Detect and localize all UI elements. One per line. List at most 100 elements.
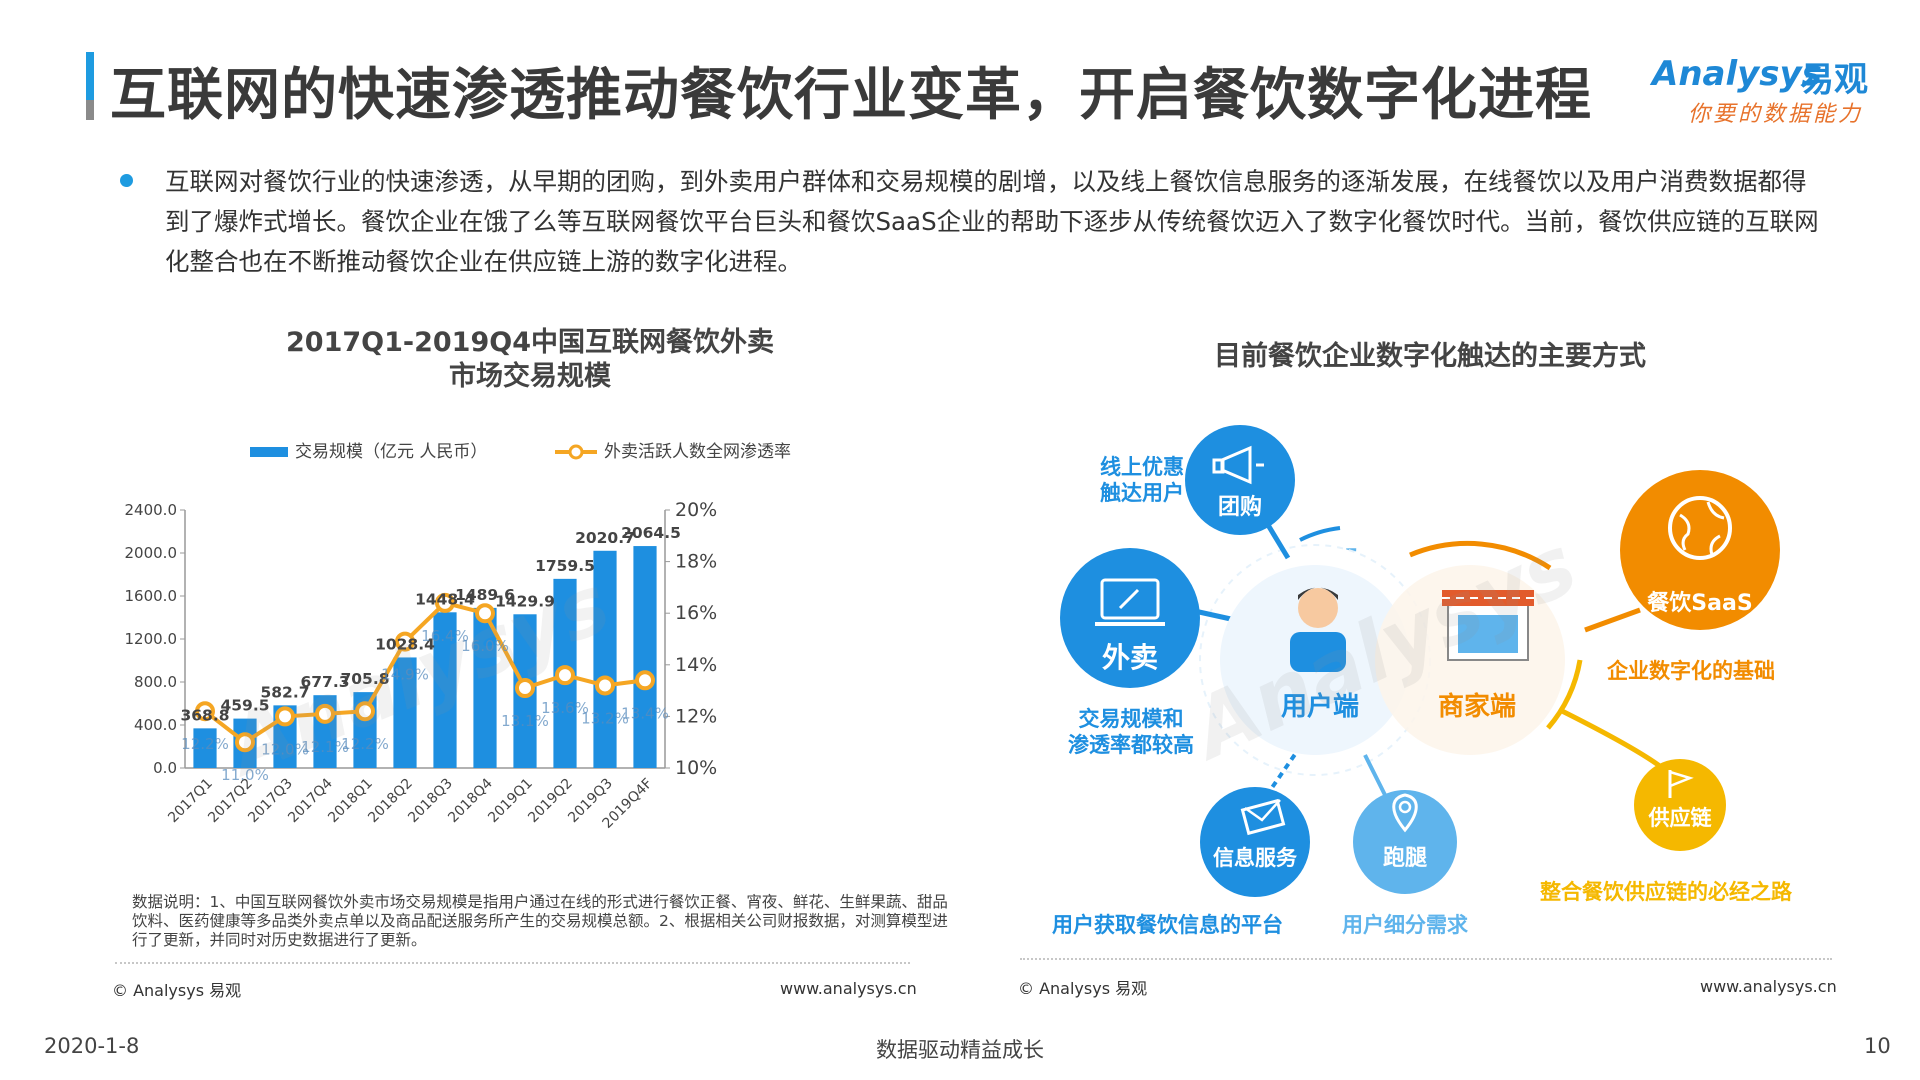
logo-chinese: 易观 <box>1800 60 1868 100</box>
penetration-point <box>235 732 255 753</box>
y-tick-label-left: 400.0 <box>134 716 177 734</box>
diagram-title: 目前餐饮企业数字化触达的主要方式 <box>1214 341 1646 372</box>
y-tick-label-right: 18% <box>675 551 717 573</box>
footer-slogan: 数据驱动精益成长 <box>876 1038 1044 1062</box>
bar-value-label: 1448.4 <box>415 590 475 608</box>
user-arc-top <box>1299 526 1341 542</box>
bar-2018Q4 <box>473 607 497 768</box>
globe-icon <box>1668 496 1732 560</box>
laptop-icon <box>1095 578 1165 626</box>
divider <box>1020 958 1832 960</box>
intro-paragraph: 互联网对餐饮行业的快速渗透，从早期的团购，到外卖用户群体和交易规模的剧增，以及线… <box>165 167 1819 276</box>
chart-title-line1: 2017Q1-2019Q4中国互联网餐饮外卖 <box>286 327 774 358</box>
node-waimai-label: 外卖 <box>1102 641 1158 674</box>
line-value-label: 13.6% <box>541 699 589 717</box>
spoke-saas <box>1584 607 1641 633</box>
spoke-supply <box>1558 707 1667 772</box>
bar-2018Q3 <box>433 612 457 768</box>
bar-value-label: 1489.6 <box>455 586 515 604</box>
title-accent-bar <box>86 52 94 120</box>
penetration-point <box>355 701 375 722</box>
page-title: 互联网的快速渗透推动餐饮行业变革，开启餐饮数字化进程 <box>110 63 1592 128</box>
line-value-label: 16.4% <box>421 627 469 645</box>
y-tick-label-left: 0.0 <box>153 759 177 777</box>
penetration-point <box>395 631 415 652</box>
node-xinxi <box>1200 787 1310 897</box>
y-tick-label-left: 1600.0 <box>125 587 178 605</box>
page-number: 10 <box>1864 1034 1891 1058</box>
divider <box>115 962 910 964</box>
node-tuangou-label: 团购 <box>1218 494 1262 520</box>
y-tick-label-left: 2400.0 <box>125 501 178 519</box>
bullet-icon <box>120 174 133 187</box>
line-value-label: 16.0% <box>461 637 509 655</box>
bar-value-label: 368.8 <box>180 706 229 724</box>
legend-line-marker <box>568 444 584 460</box>
penetration-point <box>435 592 455 613</box>
penetration-point <box>275 706 295 727</box>
location-pin-icon <box>1392 793 1418 833</box>
bar-value-label: 677.3 <box>300 673 349 691</box>
y-tick-label-right: 14% <box>675 654 717 676</box>
merchant-end-label: 商家端 <box>1438 691 1516 722</box>
penetration-point <box>555 665 575 686</box>
chart-footnote: 数据说明：1、中国互联网餐饮外卖市场交易规模是指用户通过在线的形式进行餐饮正餐、… <box>132 893 948 949</box>
y-tick-label-left: 2000.0 <box>125 544 178 562</box>
line-value-label: 13.4% <box>621 704 669 722</box>
caption-saas: 企业数字化的基础 <box>1607 659 1775 683</box>
penetration-point <box>195 701 215 722</box>
bar-value-label: 1429.9 <box>495 592 555 610</box>
revenue-chart: 交易规模（亿元 人民币） 外卖活跃人数全网渗透率 0.0 400.0 800.0 12… <box>125 442 792 832</box>
line-value-label: 12.2% <box>341 735 389 753</box>
node-tuangou <box>1185 425 1295 535</box>
node-xinxi-label: 信息服务 <box>1213 846 1298 870</box>
user-end-label: 用户端 <box>1281 691 1359 722</box>
bar-value-label: 1028.4 <box>375 635 435 653</box>
line-value-label: 13.1% <box>501 712 549 730</box>
caption-xinxi: 用户获取餐饮信息的平台 <box>1052 913 1283 937</box>
bar-2018Q2 <box>393 657 417 768</box>
bar-2019Q3 <box>593 550 617 768</box>
digital-reach-diagram: 用户端 商家端 团购 外卖 信息服务 跑腿 餐饮SaaS 供应链 <box>1060 425 1780 897</box>
legend-line-label: 外卖活跃人数全网渗透率 <box>604 442 791 462</box>
y-tick-label-right: 12% <box>675 705 717 727</box>
line-value-label: 13.2% <box>581 709 629 727</box>
bar-2019Q4F <box>633 546 657 768</box>
bar-value-label: 2064.5 <box>621 524 681 542</box>
source-url: www.analysys.cn <box>1700 977 1837 996</box>
penetration-point <box>635 670 655 691</box>
y-tick-label-right: 16% <box>675 602 717 624</box>
node-paotui-label: 跑腿 <box>1383 846 1427 871</box>
bar-value-label: 459.5 <box>220 697 269 715</box>
copyright: © Analysys 易观 <box>112 981 242 1000</box>
caption-tuangou: 线上优惠 触达用户 <box>1100 455 1184 505</box>
logo-slogan: 你要的数据能力 <box>1688 102 1864 127</box>
footer-date: 2020-1-8 <box>44 1034 140 1058</box>
envelope-icon <box>1240 798 1286 836</box>
y-tick-label-right: 20% <box>675 499 717 521</box>
logo-text: Analysys <box>1652 54 1822 94</box>
copyright: © Analysys 易观 <box>1018 979 1148 998</box>
caption-paotui: 用户细分需求 <box>1342 913 1468 937</box>
penetration-point <box>315 703 335 724</box>
penetration-point <box>515 678 535 699</box>
node-saas-label: 餐饮SaaS <box>1647 591 1752 616</box>
node-saas <box>1620 470 1780 630</box>
y-tick-label-left: 1200.0 <box>125 630 178 648</box>
bar-value-label: 705.8 <box>340 670 389 688</box>
shop-icon <box>1442 590 1534 661</box>
bar-2017Q1 <box>193 728 217 768</box>
bar-value-label: 2020.7 <box>575 529 635 547</box>
caption-gongying: 整合餐饮供应链的必经之路 <box>1540 880 1792 904</box>
node-gongying-label: 供应链 <box>1648 806 1713 830</box>
source-url: www.analysys.cn <box>780 979 917 998</box>
merchant-arc-bottom <box>1546 659 1583 730</box>
bar-value-label: 1759.5 <box>535 557 595 575</box>
flag-icon <box>1668 770 1694 798</box>
chart-legend: 交易规模（亿元 人民币） 外卖活跃人数全网渗透率 <box>250 442 791 462</box>
y-tick-label-left: 800.0 <box>134 673 177 691</box>
line-value-label: 11.0% <box>221 766 269 784</box>
y-tick-label-right: 10% <box>675 757 717 779</box>
chart-title-line2: 市场交易规模 <box>449 361 611 392</box>
node-paotui <box>1353 790 1457 894</box>
